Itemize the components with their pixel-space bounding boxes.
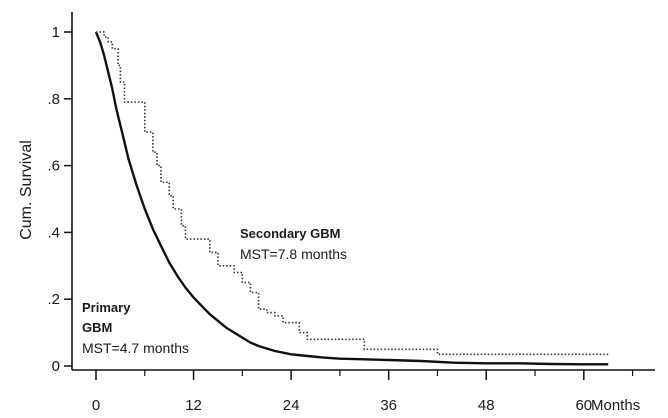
primary-gbm-label-line1: Primary xyxy=(82,300,131,315)
annotations: Secondary GBM MST=7.8 months Primary GBM… xyxy=(82,226,347,356)
primary-gbm-mst: MST=4.7 months xyxy=(82,340,189,356)
x-tick-label: 24 xyxy=(283,397,300,414)
axes: 0 .2 .4 .6 .8 1 0 12 24 36 48 60 xyxy=(47,12,655,414)
secondary-gbm-mst: MST=7.8 months xyxy=(240,246,347,262)
primary-gbm-curve xyxy=(94,31,609,366)
x-tick-label: 60 xyxy=(575,397,592,414)
x-axis-title: Months xyxy=(591,397,640,414)
y-tick-label: .2 xyxy=(47,291,60,308)
y-tick-label: 1 xyxy=(52,24,60,41)
y-ticks: 0 .2 .4 .6 .8 1 xyxy=(47,24,72,375)
x-tick-label: 48 xyxy=(478,397,495,414)
x-tick-label: 12 xyxy=(185,397,202,414)
series-group xyxy=(94,31,609,366)
y-tick-label: 0 xyxy=(52,358,60,375)
y-tick-label: .4 xyxy=(47,224,60,241)
y-axis-title: Cum. Survival xyxy=(18,140,35,240)
y-tick-label: .6 xyxy=(47,158,60,175)
primary-gbm-label-line2: GBM xyxy=(82,320,112,335)
x-tick-label: 0 xyxy=(92,397,100,414)
x-ticks: 0 12 24 36 48 60 xyxy=(92,370,634,414)
secondary-gbm-curve xyxy=(96,31,609,356)
secondary-gbm-label: Secondary GBM xyxy=(240,226,340,241)
x-tick-label: 36 xyxy=(380,397,397,414)
y-tick-label: .8 xyxy=(47,91,60,108)
